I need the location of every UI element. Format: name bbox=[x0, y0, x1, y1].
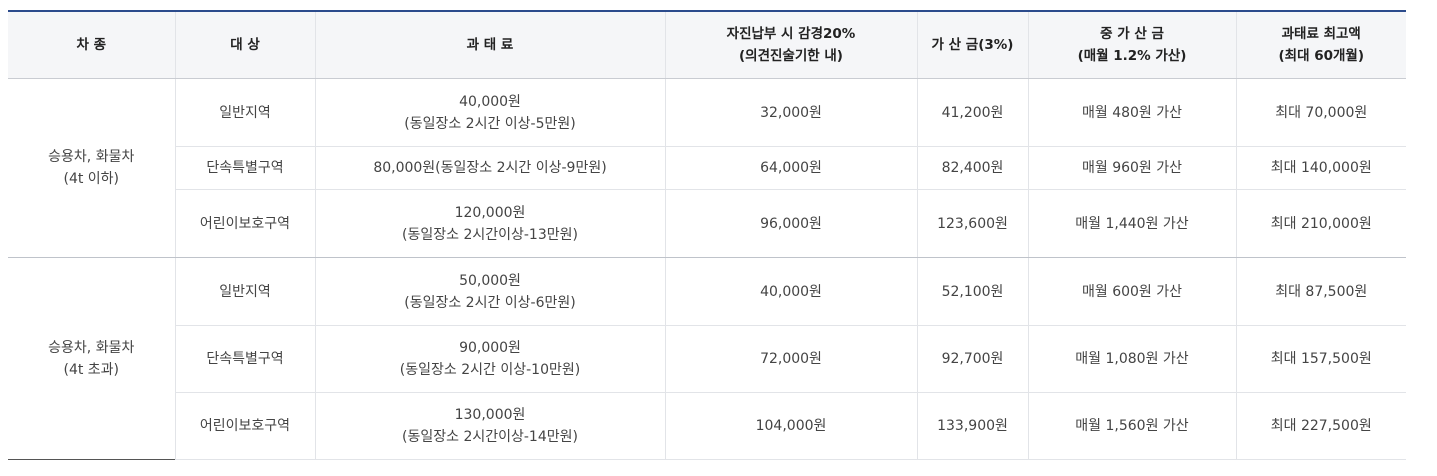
surcharge-cell: 82,400원 bbox=[916, 146, 1028, 190]
surcharge-cell: 123,600원 bbox=[916, 189, 1028, 258]
max-fine-cell: 최대 157,500원 bbox=[1235, 325, 1406, 393]
vehicle-type-line2: (4t 이하) bbox=[63, 171, 120, 187]
surcharge-cell: 133,900원 bbox=[916, 392, 1028, 460]
vehicle-type-line1: 승용차, 화물차 bbox=[48, 339, 135, 356]
target-cell: 일반지역 bbox=[174, 257, 315, 326]
fine-cell: 80,000원(동일장소 2시간 이상-9만원) bbox=[314, 146, 665, 190]
heavy-surcharge-cell: 매월 1,080원 가산 bbox=[1027, 325, 1236, 393]
fine-line1: 50,000원 bbox=[459, 272, 521, 289]
header-vehicle-type: 차 종 bbox=[8, 11, 175, 79]
header-self-pay: 자진납부 시 감경20% (의견진술기한 내) bbox=[664, 11, 917, 79]
max-fine-cell: 최대 210,000원 bbox=[1235, 189, 1406, 258]
fine-cell: 130,000원 (동일장소 2시간이상-14만원) bbox=[314, 392, 665, 460]
self-pay-cell: 104,000원 bbox=[664, 392, 917, 460]
target-cell: 어린이보호구역 bbox=[174, 189, 315, 258]
fine-line2: (동일장소 2시간이상-13만원) bbox=[402, 226, 578, 243]
vehicle-type-cell: 승용차, 화물차 (4t 이하) bbox=[8, 78, 175, 258]
header-max-line1: 과태료 최고액 bbox=[1281, 26, 1361, 42]
vehicle-type-line2: (4t 초과) bbox=[63, 361, 120, 378]
target-cell: 단속특별구역 bbox=[174, 325, 315, 393]
fine-line1: 40,000원 bbox=[459, 93, 521, 110]
table-row: 어린이보호구역 130,000원 (동일장소 2시간이상-14만원) 104,0… bbox=[8, 392, 1406, 460]
table-header-row: 차 종 대 상 과 태 료 자진납부 시 감경20% (의견진술기한 내) 가 … bbox=[8, 11, 1406, 79]
fine-line2: (동일장소 2시간 이상-6만원) bbox=[404, 294, 576, 311]
header-heavy-line2: (매월 1.2% 가산) bbox=[1077, 48, 1187, 64]
self-pay-cell: 96,000원 bbox=[664, 189, 917, 258]
fine-line1: 80,000원(동일장소 2시간 이상-9만원) bbox=[373, 160, 607, 176]
max-fine-cell: 최대 227,500원 bbox=[1235, 392, 1406, 460]
fine-line2: (동일장소 2시간 이상-5만원) bbox=[404, 115, 576, 132]
surcharge-cell: 52,100원 bbox=[916, 257, 1028, 326]
fine-cell: 90,000원 (동일장소 2시간 이상-10만원) bbox=[314, 325, 665, 393]
fine-line1: 120,000원 bbox=[454, 204, 526, 221]
max-fine-cell: 최대 70,000원 bbox=[1235, 78, 1406, 147]
max-fine-cell: 최대 87,500원 bbox=[1235, 257, 1406, 326]
target-cell: 단속특별구역 bbox=[174, 146, 315, 190]
heavy-surcharge-cell: 매월 600원 가산 bbox=[1027, 257, 1236, 326]
vehicle-type-line1: 승용차, 화물차 bbox=[48, 149, 135, 165]
surcharge-cell: 41,200원 bbox=[916, 78, 1028, 147]
parking-fine-table: 차 종 대 상 과 태 료 자진납부 시 감경20% (의견진술기한 내) 가 … bbox=[8, 10, 1406, 460]
vehicle-type-cell: 승용차, 화물차 (4t 초과) bbox=[8, 258, 175, 460]
target-cell: 일반지역 bbox=[174, 78, 315, 147]
fine-line1: 130,000원 bbox=[454, 407, 526, 423]
self-pay-cell: 64,000원 bbox=[664, 146, 917, 190]
self-pay-cell: 32,000원 bbox=[664, 78, 917, 147]
table-row: 승용차, 화물차 (4t 이하) 일반지역 40,000원 (동일장소 2시간 … bbox=[8, 78, 1406, 258]
header-heavy-line1: 중 가 산 금 bbox=[1100, 26, 1164, 42]
header-self-pay-line1: 자진납부 시 감경20% bbox=[726, 26, 856, 42]
table-row: 단속특별구역 80,000원(동일장소 2시간 이상-9만원) 64,000원 … bbox=[8, 146, 1406, 190]
heavy-surcharge-cell: 매월 1,440원 가산 bbox=[1027, 189, 1236, 258]
fine-line1: 90,000원 bbox=[459, 340, 521, 356]
table-row: 단속특별구역 90,000원 (동일장소 2시간 이상-10만원) 72,000… bbox=[8, 325, 1406, 393]
surcharge-cell: 92,700원 bbox=[916, 325, 1028, 393]
header-max-fine: 과태료 최고액 (최대 60개월) bbox=[1235, 11, 1406, 79]
fine-line2: (동일장소 2시간이상-14만원) bbox=[402, 429, 578, 445]
max-fine-cell: 최대 140,000원 bbox=[1235, 146, 1406, 190]
header-fine: 과 태 료 bbox=[314, 11, 665, 79]
heavy-surcharge-cell: 매월 960원 가산 bbox=[1027, 146, 1236, 190]
heavy-surcharge-cell: 매월 480원 가산 bbox=[1027, 78, 1236, 147]
header-heavy-surcharge: 중 가 산 금 (매월 1.2% 가산) bbox=[1027, 11, 1236, 79]
fine-line2: (동일장소 2시간 이상-10만원) bbox=[399, 362, 581, 378]
heavy-surcharge-cell: 매월 1,560원 가산 bbox=[1027, 392, 1236, 460]
self-pay-cell: 72,000원 bbox=[664, 325, 917, 393]
fine-cell: 120,000원 (동일장소 2시간이상-13만원) bbox=[314, 189, 665, 258]
header-target: 대 상 bbox=[174, 11, 315, 79]
header-surcharge: 가 산 금(3%) bbox=[916, 11, 1028, 79]
fine-cell: 50,000원 (동일장소 2시간 이상-6만원) bbox=[314, 257, 665, 326]
header-max-line2: (최대 60개월) bbox=[1278, 48, 1364, 64]
table-row: 승용차, 화물차 (4t 초과) 일반지역 50,000원 (동일장소 2시간 … bbox=[8, 257, 1406, 378]
fine-cell: 40,000원 (동일장소 2시간 이상-5만원) bbox=[314, 78, 665, 147]
table-row: 어린이보호구역 120,000원 (동일장소 2시간이상-13만원) 96,00… bbox=[8, 189, 1406, 258]
target-cell: 어린이보호구역 bbox=[174, 392, 315, 460]
header-self-pay-line2: (의견진술기한 내) bbox=[739, 48, 843, 64]
self-pay-cell: 40,000원 bbox=[664, 257, 917, 326]
